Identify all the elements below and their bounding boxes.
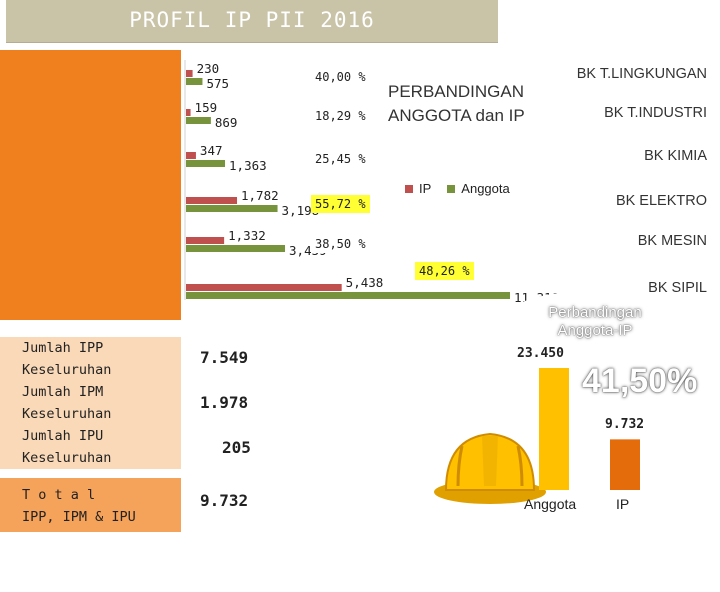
summary-box-ipu: Jumlah IPU Keseluruhan	[0, 425, 181, 469]
chart-title: PERBANDINGAN ANGGOTA dan IP	[388, 80, 525, 128]
ratio-label: 25,45 %	[311, 150, 370, 168]
page-title: PROFIL IP PII 2016	[129, 8, 375, 32]
mini-title-line: Anggota-IP	[557, 322, 633, 339]
legend-swatch-anggota	[447, 184, 456, 193]
summary-value-total: 9.732	[200, 491, 249, 510]
ratio-label: 18,29 %	[311, 107, 370, 125]
mini-category-label: IP	[616, 496, 630, 512]
summary-label: Jumlah IPP	[22, 340, 104, 356]
category-label: BK T.LINGKUNGAN	[576, 66, 707, 82]
category-panel	[0, 50, 181, 320]
summary-label: Jumlah IPU	[22, 428, 104, 444]
chart-title-line: ANGGOTA dan IP	[388, 106, 525, 125]
summary-value-ipp: 7.549	[200, 348, 249, 367]
ratio-label: 40,00 %	[311, 68, 370, 86]
bar-value-label: 869	[214, 115, 238, 130]
bar-value-label: 159	[194, 100, 218, 115]
mini-value-label: 23.450	[517, 346, 564, 361]
bar-value-label: 1,332	[228, 228, 266, 243]
bar-anggota	[186, 78, 203, 85]
ratio-label: 55,72 %	[311, 195, 370, 213]
bar-value-label: 3,198	[281, 203, 320, 218]
legend-swatch-ip	[405, 184, 413, 193]
chart-legend: IP Anggota	[405, 180, 510, 196]
bar-ip	[186, 152, 196, 159]
bar-value-label: 347	[199, 143, 223, 158]
summary-value-ipm: 1.978	[200, 393, 249, 412]
summary-value-ipu: 205	[222, 438, 251, 457]
category-label: BK SIPIL	[648, 280, 707, 296]
category-label: BK KIMIA	[644, 148, 707, 164]
main-bar-chart	[184, 60, 510, 300]
summary-box-total: T o t a l IPP, IPM & IPU	[0, 478, 181, 532]
bar-value-label: 575	[206, 76, 230, 91]
mini-bar-chart	[539, 368, 640, 490]
bar-ip	[186, 237, 225, 244]
ratio-label: 38,50 %	[311, 235, 370, 253]
bar-anggota	[186, 117, 211, 124]
bar-value-label: 5,438	[345, 275, 384, 290]
mini-value-label: 9.732	[605, 417, 645, 433]
summary-label: T o t a l	[22, 487, 96, 503]
legend-label-anggota: Anggota	[461, 181, 510, 197]
bar-ip	[186, 284, 342, 291]
summary-label: IPP, IPM & IPU	[22, 509, 136, 525]
mini-category-label: Anggota	[524, 496, 577, 512]
bar-anggota	[186, 205, 278, 212]
bar-value-label: 1,363	[229, 158, 267, 173]
title-bar: PROFIL IP PII 2016	[6, 0, 498, 43]
category-label: BK MESIN	[637, 233, 707, 249]
bar-anggota	[186, 245, 286, 252]
legend-label-ip: IP	[419, 181, 432, 197]
summary-box-ipp: Jumlah IPP Keseluruhan	[0, 337, 181, 381]
bar-ip	[186, 109, 191, 116]
summary-label: Keseluruhan	[22, 450, 112, 466]
summary-label: Keseluruhan	[22, 406, 112, 422]
ratio-label: 48,26 %	[415, 262, 474, 280]
bar-anggota	[186, 292, 510, 299]
bar-ip	[186, 70, 193, 77]
category-label: BK ELEKTRO	[615, 193, 707, 209]
bar-value-label: 1,782	[241, 188, 279, 203]
summary-label: Keseluruhan	[22, 362, 112, 378]
mini-ratio-label: 41,50%	[582, 362, 698, 400]
category-label: BK T.INDUSTRI	[604, 105, 707, 121]
summary-label: Jumlah IPM	[22, 384, 104, 400]
summary-box-ipm: Jumlah IPM Keseluruhan	[0, 381, 181, 425]
chart-title-line: PERBANDINGAN	[388, 82, 525, 101]
mini-title-line: Perbandingan	[548, 304, 642, 321]
mini-chart-title: Perbandingan Anggota-IP	[540, 304, 650, 340]
mini-bar-anggota	[539, 368, 569, 490]
mini-bar-ip	[610, 439, 640, 490]
bar-anggota	[186, 160, 226, 167]
hard-hat-icon	[434, 432, 546, 504]
bar-ip	[186, 197, 238, 204]
bar-value-label: 230	[196, 61, 220, 76]
